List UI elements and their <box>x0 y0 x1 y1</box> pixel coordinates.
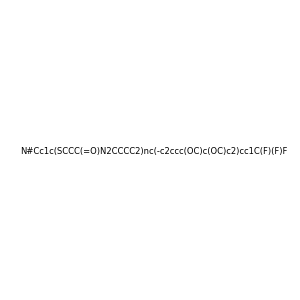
Text: N#Cc1c(SCCC(=O)N2CCCC2)nc(-c2ccc(OC)c(OC)c2)cc1C(F)(F)F: N#Cc1c(SCCC(=O)N2CCCC2)nc(-c2ccc(OC)c(OC… <box>20 147 287 156</box>
